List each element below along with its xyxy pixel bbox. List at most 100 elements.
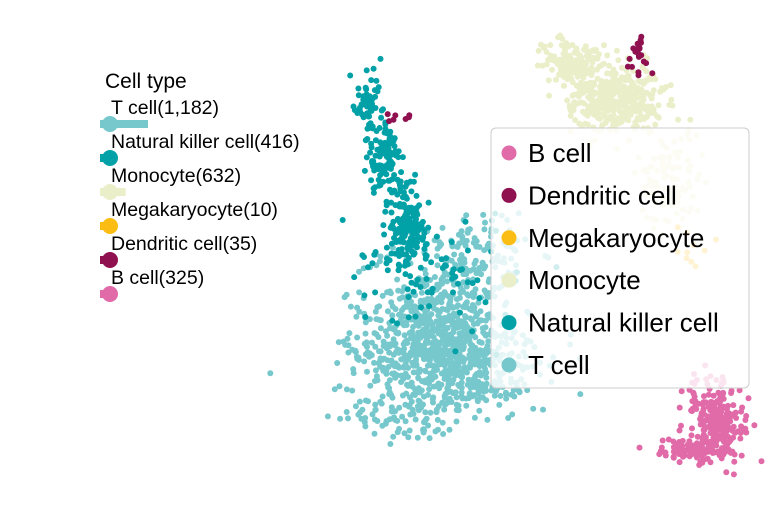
scatter-point (676, 404, 683, 411)
scatter-point (699, 401, 706, 408)
scatter-point (728, 387, 735, 394)
scatter-point (449, 380, 456, 387)
scatter-point (722, 416, 729, 423)
scatter-point (655, 102, 662, 109)
scatter-point (399, 154, 406, 161)
scatter-point (364, 103, 370, 110)
scatter-point (626, 88, 633, 94)
scatter-point (390, 325, 397, 331)
bar-legend-dot-natural-killer-cell (102, 150, 118, 166)
scatter-point (440, 353, 446, 360)
scatter-point (687, 116, 694, 123)
scatter-point (412, 416, 419, 423)
scatter-point (423, 241, 430, 247)
scatter-point (455, 280, 461, 287)
scatter-point (388, 392, 395, 398)
scatter-point (636, 104, 643, 111)
scatter-point (448, 337, 455, 344)
scatter-point (394, 276, 401, 283)
legend-marker-b-cell (501, 145, 517, 161)
scatter-point (388, 162, 395, 168)
scatter-point (446, 312, 453, 319)
scatter-point (362, 397, 369, 404)
scatter-point (585, 121, 591, 128)
scatter-point (469, 280, 476, 287)
scatter-point (477, 308, 484, 315)
scatter-point (388, 209, 395, 216)
scatter-point (602, 103, 609, 110)
scatter-point (414, 434, 421, 441)
scatter-point (742, 425, 749, 432)
category-legend: B cell Dendritic cell Megakaryocyte Monocyt… (490, 127, 750, 389)
scatter-point (634, 49, 641, 55)
scatter-point (403, 352, 410, 359)
scatter-point (690, 390, 697, 397)
scatter-point (399, 356, 406, 363)
scatter-point (417, 264, 424, 271)
scatter-point (406, 403, 412, 410)
scatter-point (580, 74, 587, 81)
scatter-point (471, 260, 478, 267)
scatter-point (649, 70, 656, 77)
scatter-point (412, 171, 419, 178)
scatter-point (662, 449, 669, 456)
scatter-point (723, 469, 730, 476)
scatter-point (669, 102, 676, 109)
scatter-point (475, 378, 482, 385)
scatter-point (464, 279, 471, 286)
scatter-point (402, 271, 409, 278)
scatter-point (731, 451, 738, 458)
scatter-point (578, 79, 584, 86)
legend-marker-dendritic-cell (501, 187, 517, 203)
scatter-point (411, 392, 418, 398)
scatter-point (505, 415, 512, 421)
scatter-point (383, 366, 389, 373)
scatter-point (386, 377, 393, 384)
scatter-point (410, 349, 417, 356)
scatter-point (437, 348, 444, 355)
scatter-point (400, 203, 407, 210)
scatter-point (426, 312, 433, 319)
scatter-point (347, 303, 354, 310)
scatter-point (405, 434, 412, 441)
scatter-point (408, 188, 415, 195)
scatter-point (548, 56, 555, 63)
scatter-point (471, 290, 478, 297)
scatter-point (431, 367, 438, 374)
scatter-point (601, 42, 607, 49)
scatter-point (391, 342, 398, 349)
scatter-point (503, 395, 510, 402)
scatter-point (374, 377, 381, 384)
scatter-point (356, 289, 363, 296)
scatter-point (378, 114, 385, 121)
scatter-point (444, 324, 451, 331)
scatter-point (466, 226, 473, 233)
scatter-point (485, 240, 492, 247)
scatter-point (665, 436, 672, 443)
bar-legend-label-b-cell: B cell(325) (111, 267, 204, 289)
scatter-point (676, 459, 683, 466)
scatter-point (509, 391, 516, 398)
scatter-point (636, 444, 643, 451)
scatter-point (368, 77, 375, 84)
legend-marker-monocyte (501, 272, 517, 288)
scatter-point (408, 331, 415, 338)
scatter-point (378, 107, 385, 114)
scatter-point (385, 384, 392, 391)
scatter-point (594, 106, 601, 113)
scatter-point (503, 391, 510, 398)
scatter-point (361, 358, 368, 365)
scatter-point (632, 102, 638, 109)
scatter-point (384, 308, 391, 315)
scatter-point (377, 348, 384, 355)
scatter-point (452, 273, 459, 280)
scatter-point (647, 105, 654, 112)
scatter-point (397, 188, 404, 195)
scatter-point (444, 389, 450, 396)
scatter-point (484, 416, 491, 423)
scatter-point (361, 292, 368, 299)
scatter-point (546, 92, 553, 99)
scatter-point (509, 411, 516, 418)
scatter-point (427, 409, 434, 416)
